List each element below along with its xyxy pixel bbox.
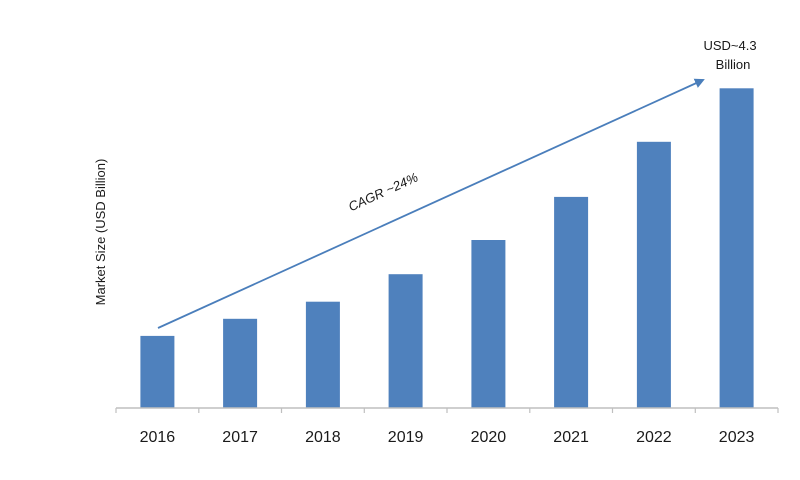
trend-arrow xyxy=(157,78,705,329)
x-tick-label-2021: 2021 xyxy=(553,429,589,446)
x-tick-label-2020: 2020 xyxy=(471,429,507,446)
x-tick-label-2017: 2017 xyxy=(222,429,258,446)
bars-group xyxy=(140,88,754,409)
x-tick-label-2018: 2018 xyxy=(305,429,341,446)
x-tick-label-2023: 2023 xyxy=(719,429,755,446)
x-tick-label-2019: 2019 xyxy=(388,429,424,446)
cagr-label: CAGR ~24% xyxy=(346,170,420,215)
bar-2021 xyxy=(554,196,589,408)
bar-2020 xyxy=(471,240,506,408)
bar-2017 xyxy=(223,318,258,408)
y-axis-label: Market Size (USD Billion) xyxy=(93,159,108,306)
bar-2023 xyxy=(719,88,754,409)
last-bar-annotation-line2: Billion xyxy=(716,57,751,72)
last-bar-annotation-line1: USD~4.3 xyxy=(703,38,756,53)
x-tick-label-2016: 2016 xyxy=(140,429,176,446)
bar-2018 xyxy=(305,301,340,408)
x-axis-ticks: 2016 2017 2018 2019 2020 2021 2022 2023 xyxy=(115,408,779,446)
bar-2016 xyxy=(140,335,175,408)
bar-2019 xyxy=(388,274,423,408)
bar-2022 xyxy=(636,141,671,409)
x-tick-label-2022: 2022 xyxy=(636,429,672,446)
